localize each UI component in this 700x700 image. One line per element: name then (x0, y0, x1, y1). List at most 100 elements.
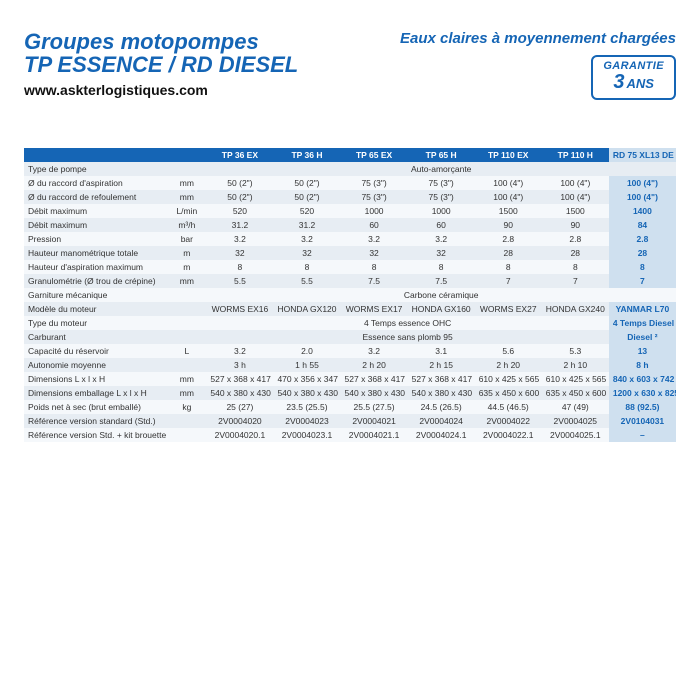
row-value: 23.5 (25.5) (273, 400, 340, 414)
row-value: 2V0004025 (542, 414, 609, 428)
table-row: Référence version standard (Std.) 2V00040… (24, 414, 676, 428)
row-unit: L/min (167, 204, 206, 218)
table-row: Dimensions L x l x Hmm527 x 368 x 417470… (24, 372, 676, 386)
row-value: 75 (3") (341, 190, 408, 204)
row-value: 3.2 (206, 232, 273, 246)
row-value: 635 x 450 x 600 (542, 386, 609, 400)
row-value: 3.2 (341, 344, 408, 358)
row-value: 8 (408, 260, 475, 274)
row-value: 540 x 380 x 430 (408, 386, 475, 400)
title-block: Groupes motopompes TP ESSENCE / RD DIESE… (24, 30, 298, 98)
row-unit: m³/h (167, 218, 206, 232)
badge-unit: ANS (627, 77, 654, 90)
table-row: Hauteur d'aspiration maximumm8888888 (24, 260, 676, 274)
row-unit (167, 428, 206, 442)
row-unit: m (167, 260, 206, 274)
row-label: Hauteur d'aspiration maximum (24, 260, 167, 274)
row-value: WORMS EX27 (475, 302, 542, 316)
row-label: Ø du raccord d'aspiration (24, 176, 167, 190)
row-value: 7 (542, 274, 609, 288)
row-value: 13 (609, 344, 676, 358)
row-value: 100 (4") (542, 176, 609, 190)
row-value: 610 x 425 x 565 (475, 372, 542, 386)
row-label: Poids net à sec (brut emballé) (24, 400, 167, 414)
column-header: TP 110 EX (475, 148, 542, 162)
row-value: 31.2 (206, 218, 273, 232)
row-value: 2V0004024.1 (408, 428, 475, 442)
row-value: 50 (2") (206, 176, 273, 190)
row-value: HONDA GX120 (273, 302, 340, 316)
row-value: 75 (3") (408, 190, 475, 204)
row-unit: L (167, 344, 206, 358)
row-value: – (609, 428, 676, 442)
row-unit: mm (167, 190, 206, 204)
table-row: Poids net à sec (brut emballé)kg25 (27)2… (24, 400, 676, 414)
row-label: Modèle du moteur (24, 302, 167, 316)
row-value: Auto-amorçante (206, 162, 676, 176)
row-value: 50 (2") (273, 190, 340, 204)
row-unit: bar (167, 232, 206, 246)
row-value: 2V0004023.1 (273, 428, 340, 442)
row-value: 75 (3") (408, 176, 475, 190)
row-value: 7.5 (341, 274, 408, 288)
row-value: 840 x 603 x 742 (609, 372, 676, 386)
row-value: 25.5 (27.5) (341, 400, 408, 414)
spec-table: TP 36 EXTP 36 HTP 65 EXTP 65 HTP 110 EXT… (24, 148, 676, 442)
row-value: 100 (4") (609, 176, 676, 190)
row-value: 5.3 (542, 344, 609, 358)
row-value: 2V0004025.1 (542, 428, 609, 442)
row-value: 5.5 (206, 274, 273, 288)
row-value: HONDA GX160 (408, 302, 475, 316)
row-value: 3 h (206, 358, 273, 372)
row-value: 8 (475, 260, 542, 274)
row-value: 527 x 368 x 417 (408, 372, 475, 386)
row-label: Référence version standard (Std.) (24, 414, 167, 428)
row-value: HONDA GX240 (542, 302, 609, 316)
row-label: Dimensions emballage L x l x H (24, 386, 167, 400)
row-value: YANMAR L70 (609, 302, 676, 316)
table-row: Type de pompe Auto-amorçante (24, 162, 676, 176)
row-value: 540 x 380 x 430 (206, 386, 273, 400)
table-row: CarburantEssence sans plomb 95Diesel ² (24, 330, 676, 344)
row-unit (167, 414, 206, 428)
row-label: Référence version Std. + kit brouette (24, 428, 167, 442)
row-value: 2 h 20 (475, 358, 542, 372)
row-value: 1500 (475, 204, 542, 218)
tagline: Eaux claires à moyennement chargées (400, 30, 676, 47)
row-value: 520 (273, 204, 340, 218)
row-value: 32 (206, 246, 273, 260)
row-value: 28 (542, 246, 609, 260)
row-value: 2V0004021 (341, 414, 408, 428)
row-value: 88 (92.5) (609, 400, 676, 414)
row-value: 24.5 (26.5) (408, 400, 475, 414)
header-right: Eaux claires à moyennement chargées GARA… (400, 30, 676, 100)
row-value: 1500 (542, 204, 609, 218)
row-value: 5.5 (273, 274, 340, 288)
row-label: Hauteur manométrique totale (24, 246, 167, 260)
column-header: TP 110 H (542, 148, 609, 162)
row-label: Débit maximum (24, 218, 167, 232)
row-unit: mm (167, 274, 206, 288)
table-row: Autonomie moyenne3 h1 h 552 h 202 h 152 … (24, 358, 676, 372)
column-header: TP 65 H (408, 148, 475, 162)
row-unit (167, 358, 206, 372)
table-row: Granulométrie (Ø trou de crépine)mm5.55.… (24, 274, 676, 288)
row-value: WORMS EX16 (206, 302, 273, 316)
row-value: 1 h 55 (273, 358, 340, 372)
row-label: Type de pompe (24, 162, 167, 176)
row-label: Pression (24, 232, 167, 246)
row-value: 7 (475, 274, 542, 288)
row-value: 1000 (341, 204, 408, 218)
row-value: 1200 x 630 x 825 (609, 386, 676, 400)
row-value: 2 h 20 (341, 358, 408, 372)
page-title-line2: TP ESSENCE / RD DIESEL (24, 53, 298, 76)
row-unit: kg (167, 400, 206, 414)
table-row: Débit maximumL/min5205201000100015001500… (24, 204, 676, 218)
row-value: 3.1 (408, 344, 475, 358)
row-unit: mm (167, 176, 206, 190)
column-header (24, 148, 167, 162)
row-value: 32 (341, 246, 408, 260)
row-value: 44.5 (46.5) (475, 400, 542, 414)
table-row: Garniture mécaniqueCarbone céramique (24, 288, 676, 302)
row-value: 3.2 (408, 232, 475, 246)
